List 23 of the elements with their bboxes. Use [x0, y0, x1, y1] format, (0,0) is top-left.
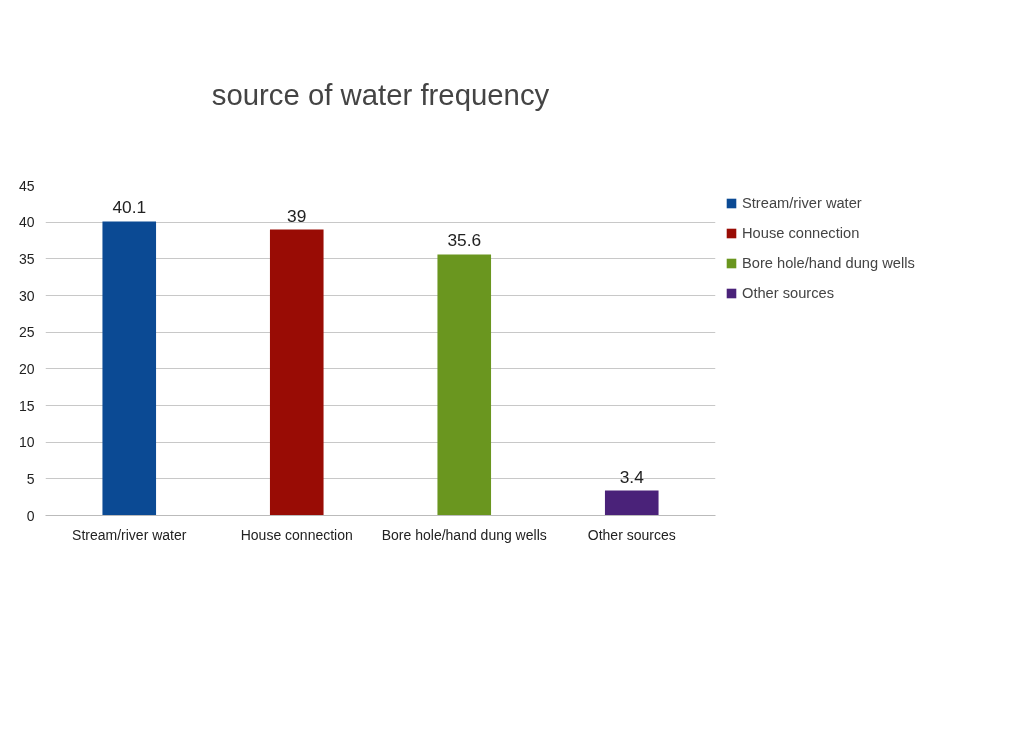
y-tick-label: 0 [26, 507, 35, 524]
legend-label: Other sources [742, 285, 835, 301]
data-label: 35.6 [447, 230, 482, 251]
x-tick-label: Bore hole/hand dung wells [381, 526, 547, 543]
y-tick-label: 10 [18, 434, 35, 451]
legend-label: Stream/river water [742, 195, 862, 211]
data-label: 39 [287, 205, 307, 226]
data-label: 3.4 [619, 466, 645, 487]
data-label: 40.1 [112, 197, 147, 218]
y-tick-label: 45 [18, 177, 35, 194]
legend-label: House connection [742, 225, 860, 241]
y-tick-label: 20 [18, 360, 35, 377]
y-tick-label: 35 [18, 250, 35, 267]
y-tick-label: 15 [18, 397, 35, 414]
y-tick-label: 5 [26, 470, 35, 487]
x-tick-label: Other sources [587, 526, 676, 543]
y-tick-label: 40 [18, 214, 35, 231]
x-tick-label: House connection [240, 526, 353, 543]
y-tick-label: 30 [18, 287, 35, 304]
y-tick-label: 25 [18, 324, 35, 341]
x-tick-label: Stream/river water [72, 526, 187, 543]
chart-title: source of water frequency [211, 77, 550, 111]
legend-label: Bore hole/hand dung wells [742, 255, 915, 271]
